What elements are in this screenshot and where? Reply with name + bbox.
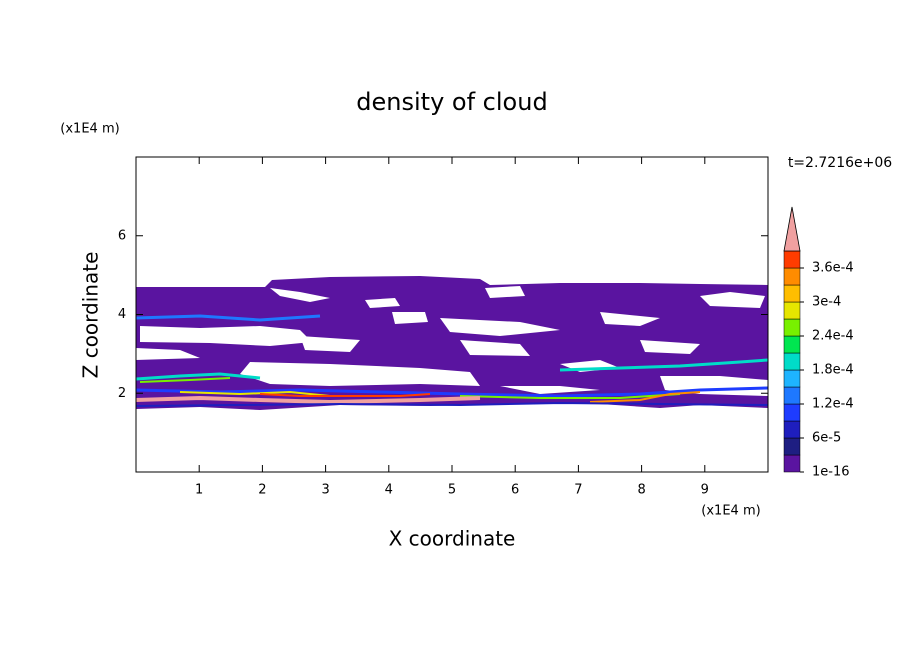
contour-gap <box>240 362 480 386</box>
colorbar-box <box>783 420 801 439</box>
colorbar-box <box>783 301 801 320</box>
contour-band <box>589 391 701 403</box>
colorbar-tick-label: 3e-4 <box>812 295 841 310</box>
colorbar-extend <box>783 206 801 252</box>
contour-band <box>459 393 681 399</box>
colorbar-box <box>783 250 801 269</box>
x-tick-label: 8 <box>637 483 645 498</box>
contour-field <box>135 276 769 410</box>
colorbar-box <box>783 437 801 456</box>
contour-gap <box>460 340 530 356</box>
colorbar-tick-label: 1.8e-4 <box>812 363 854 378</box>
x-tick-label: 4 <box>385 483 393 498</box>
contour-gap <box>600 312 660 326</box>
contour-gap <box>485 286 525 298</box>
colorbar-box <box>783 403 801 422</box>
contour-band <box>179 390 331 397</box>
contour-gap <box>140 326 312 346</box>
y-unit: (x1E4 m) <box>60 122 119 137</box>
contour-band <box>139 377 231 383</box>
colorbar-box <box>783 386 801 405</box>
x-unit: (x1E4 m) <box>701 504 760 519</box>
contour-gap <box>500 386 600 394</box>
colorbar-tick-label: 1e-16 <box>812 465 850 480</box>
time-label: t=2.7216e+06 <box>788 155 892 171</box>
x-tick-label: 2 <box>258 483 266 498</box>
x-tick-label: 7 <box>574 483 582 498</box>
y-tick-label: 6 <box>118 228 126 243</box>
contour-gap <box>700 292 765 308</box>
contour-gap <box>365 298 400 308</box>
contour-gap <box>392 312 428 324</box>
contour-gap <box>440 318 560 336</box>
x-tick-label: 9 <box>701 483 709 498</box>
contour-band <box>559 358 769 372</box>
contour-band <box>135 386 769 398</box>
y-axis-label: Z coordinate <box>79 252 103 379</box>
contour-gap <box>270 288 330 302</box>
y-tick-label: 4 <box>118 307 126 322</box>
colorbar-tick-label: 2.4e-4 <box>812 329 854 344</box>
colorbar-box <box>783 335 801 354</box>
contour-gap <box>300 336 360 352</box>
colorbar-box <box>783 318 801 337</box>
contour-gap <box>640 340 700 354</box>
x-tick-label: 5 <box>448 483 456 498</box>
contour-gap <box>136 348 200 360</box>
x-tick-label: 1 <box>195 483 203 498</box>
y-tick-label: 2 <box>118 386 126 401</box>
colorbar-box <box>783 267 801 286</box>
x-tick-label: 3 <box>321 483 329 498</box>
colorbar-box <box>783 454 801 473</box>
colorbar-box <box>783 284 801 303</box>
contour-band <box>135 395 481 405</box>
colorbar-box <box>783 369 801 388</box>
contour-band <box>259 393 431 397</box>
chart-title: density of cloud <box>356 88 547 116</box>
x-axis-label: X coordinate <box>389 527 516 551</box>
contour-band <box>135 372 261 381</box>
x-tick-label: 6 <box>511 483 519 498</box>
colorbar-tick-label: 6e-5 <box>812 431 841 446</box>
contour-band <box>135 314 321 322</box>
contour-band <box>135 401 769 407</box>
colorbar-box <box>783 352 801 371</box>
colorbar-tick-label: 3.6e-4 <box>812 261 854 276</box>
colorbar-tick-label: 1.2e-4 <box>812 397 854 412</box>
